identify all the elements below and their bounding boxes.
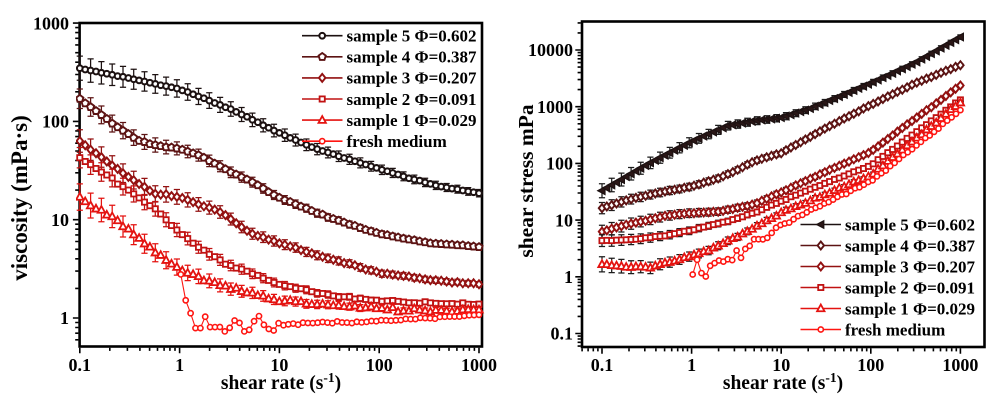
svg-text:100: 100 (366, 355, 393, 375)
svg-text:100: 100 (546, 154, 573, 174)
svg-text:sample 3 Φ=0.207: sample 3 Φ=0.207 (347, 69, 478, 88)
svg-text:10: 10 (270, 355, 288, 375)
svg-text:1: 1 (60, 308, 69, 328)
svg-text:fresh medium: fresh medium (347, 132, 447, 151)
svg-text:10: 10 (555, 210, 573, 230)
svg-text:sample 1 Φ=0.029: sample 1 Φ=0.029 (347, 111, 477, 130)
svg-text:sample 2 Φ=0.091: sample 2 Φ=0.091 (347, 90, 477, 109)
svg-text:1000: 1000 (33, 13, 69, 33)
svg-text:sample 4 Φ=0.387: sample 4 Φ=0.387 (347, 48, 478, 67)
svg-text:1000: 1000 (942, 355, 978, 375)
svg-text:1000: 1000 (461, 355, 497, 375)
svg-text:shear rate (s-1): shear rate (s-1) (723, 370, 843, 394)
svg-text:1: 1 (564, 267, 573, 287)
svg-text:1000: 1000 (537, 97, 573, 117)
svg-text:0.1: 0.1 (591, 355, 614, 375)
svg-text:sample 5 Φ=0.602: sample 5 Φ=0.602 (845, 215, 975, 234)
svg-text:shear stress mPa: shear stress mPa (514, 104, 538, 258)
svg-text:100: 100 (42, 112, 69, 132)
svg-text:1: 1 (175, 355, 184, 375)
svg-text:0.1: 0.1 (551, 324, 574, 344)
svg-text:sample 4 Φ=0.387: sample 4 Φ=0.387 (845, 236, 976, 255)
svg-text:shear rate (s-1): shear rate (s-1) (221, 370, 341, 394)
svg-text:10: 10 (772, 355, 790, 375)
svg-text:sample 3 Φ=0.207: sample 3 Φ=0.207 (845, 257, 976, 276)
svg-text:1: 1 (687, 355, 696, 375)
svg-text:sample 2 Φ=0.091: sample 2 Φ=0.091 (845, 278, 975, 297)
svg-text:100: 100 (857, 355, 884, 375)
svg-text:sample 5 Φ=0.602: sample 5 Φ=0.602 (347, 27, 477, 46)
svg-text:10000: 10000 (528, 40, 573, 60)
svg-text:viscosity (mPa·s): viscosity (mPa·s) (7, 115, 32, 280)
svg-text:sample 1 Φ=0.029: sample 1 Φ=0.029 (845, 299, 975, 318)
svg-text:0.1: 0.1 (69, 355, 92, 375)
svg-text:fresh medium: fresh medium (845, 320, 945, 339)
svg-text:10: 10 (51, 210, 69, 230)
